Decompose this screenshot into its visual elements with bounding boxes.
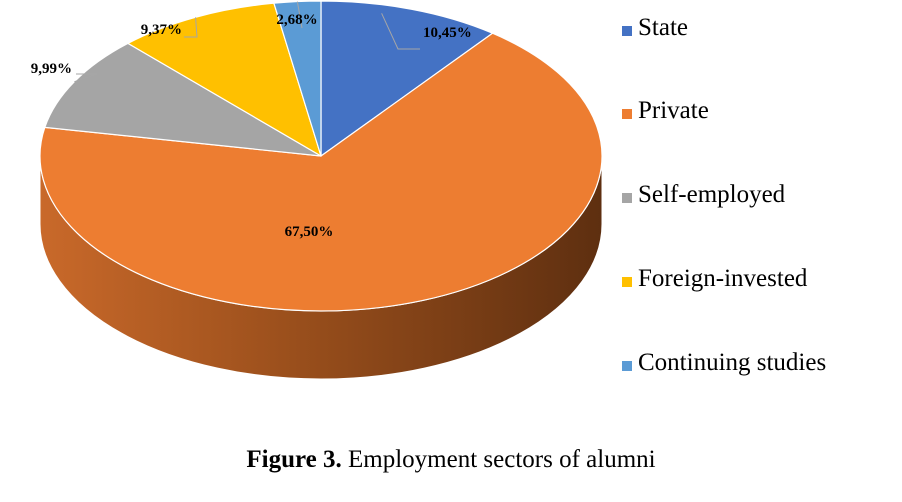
figure-caption-prefix: Figure 3. <box>246 446 342 473</box>
data-label-continuing-studies-leader <box>296 1 303 29</box>
data-label-foreign-invested: 9,37% <box>141 22 182 38</box>
legend-swatch-continuing-studies <box>622 361 632 371</box>
data-label-state: 10,45% <box>423 25 472 41</box>
legend-label-continuing-studies: Continuing studies <box>638 349 827 376</box>
figure-caption-text: Employment sectors of alumni <box>341 446 656 473</box>
pie-slice-continuing-studies <box>273 0 322 157</box>
data-label-state-leader <box>381 13 420 50</box>
data-label-self-employed: 9,99% <box>31 61 72 77</box>
legend-swatch-private <box>622 109 632 119</box>
data-label-private: 67,50% <box>285 224 334 240</box>
legend-swatch-state <box>622 26 632 36</box>
legend-label-foreign-invested: Foreign-invested <box>638 265 808 292</box>
data-label-self-employed-leader <box>74 73 98 83</box>
legend-swatch-self-employed <box>622 193 632 203</box>
pie-slice-foreign-invested <box>127 2 322 157</box>
data-label-continuing-studies: 2,68% <box>276 12 317 28</box>
pie-slice-state <box>320 0 494 157</box>
legend-label-state: State <box>638 14 688 41</box>
legend-label-private: Private <box>638 97 709 124</box>
data-label-foreign-invested-leader <box>184 17 198 38</box>
legend-swatch-foreign-invested <box>622 277 632 287</box>
figure-caption: Figure 3. Employment sectors of alumni <box>0 446 902 474</box>
legend-label-self-employed: Self-employed <box>638 181 786 208</box>
pie-slice-private <box>39 32 603 312</box>
